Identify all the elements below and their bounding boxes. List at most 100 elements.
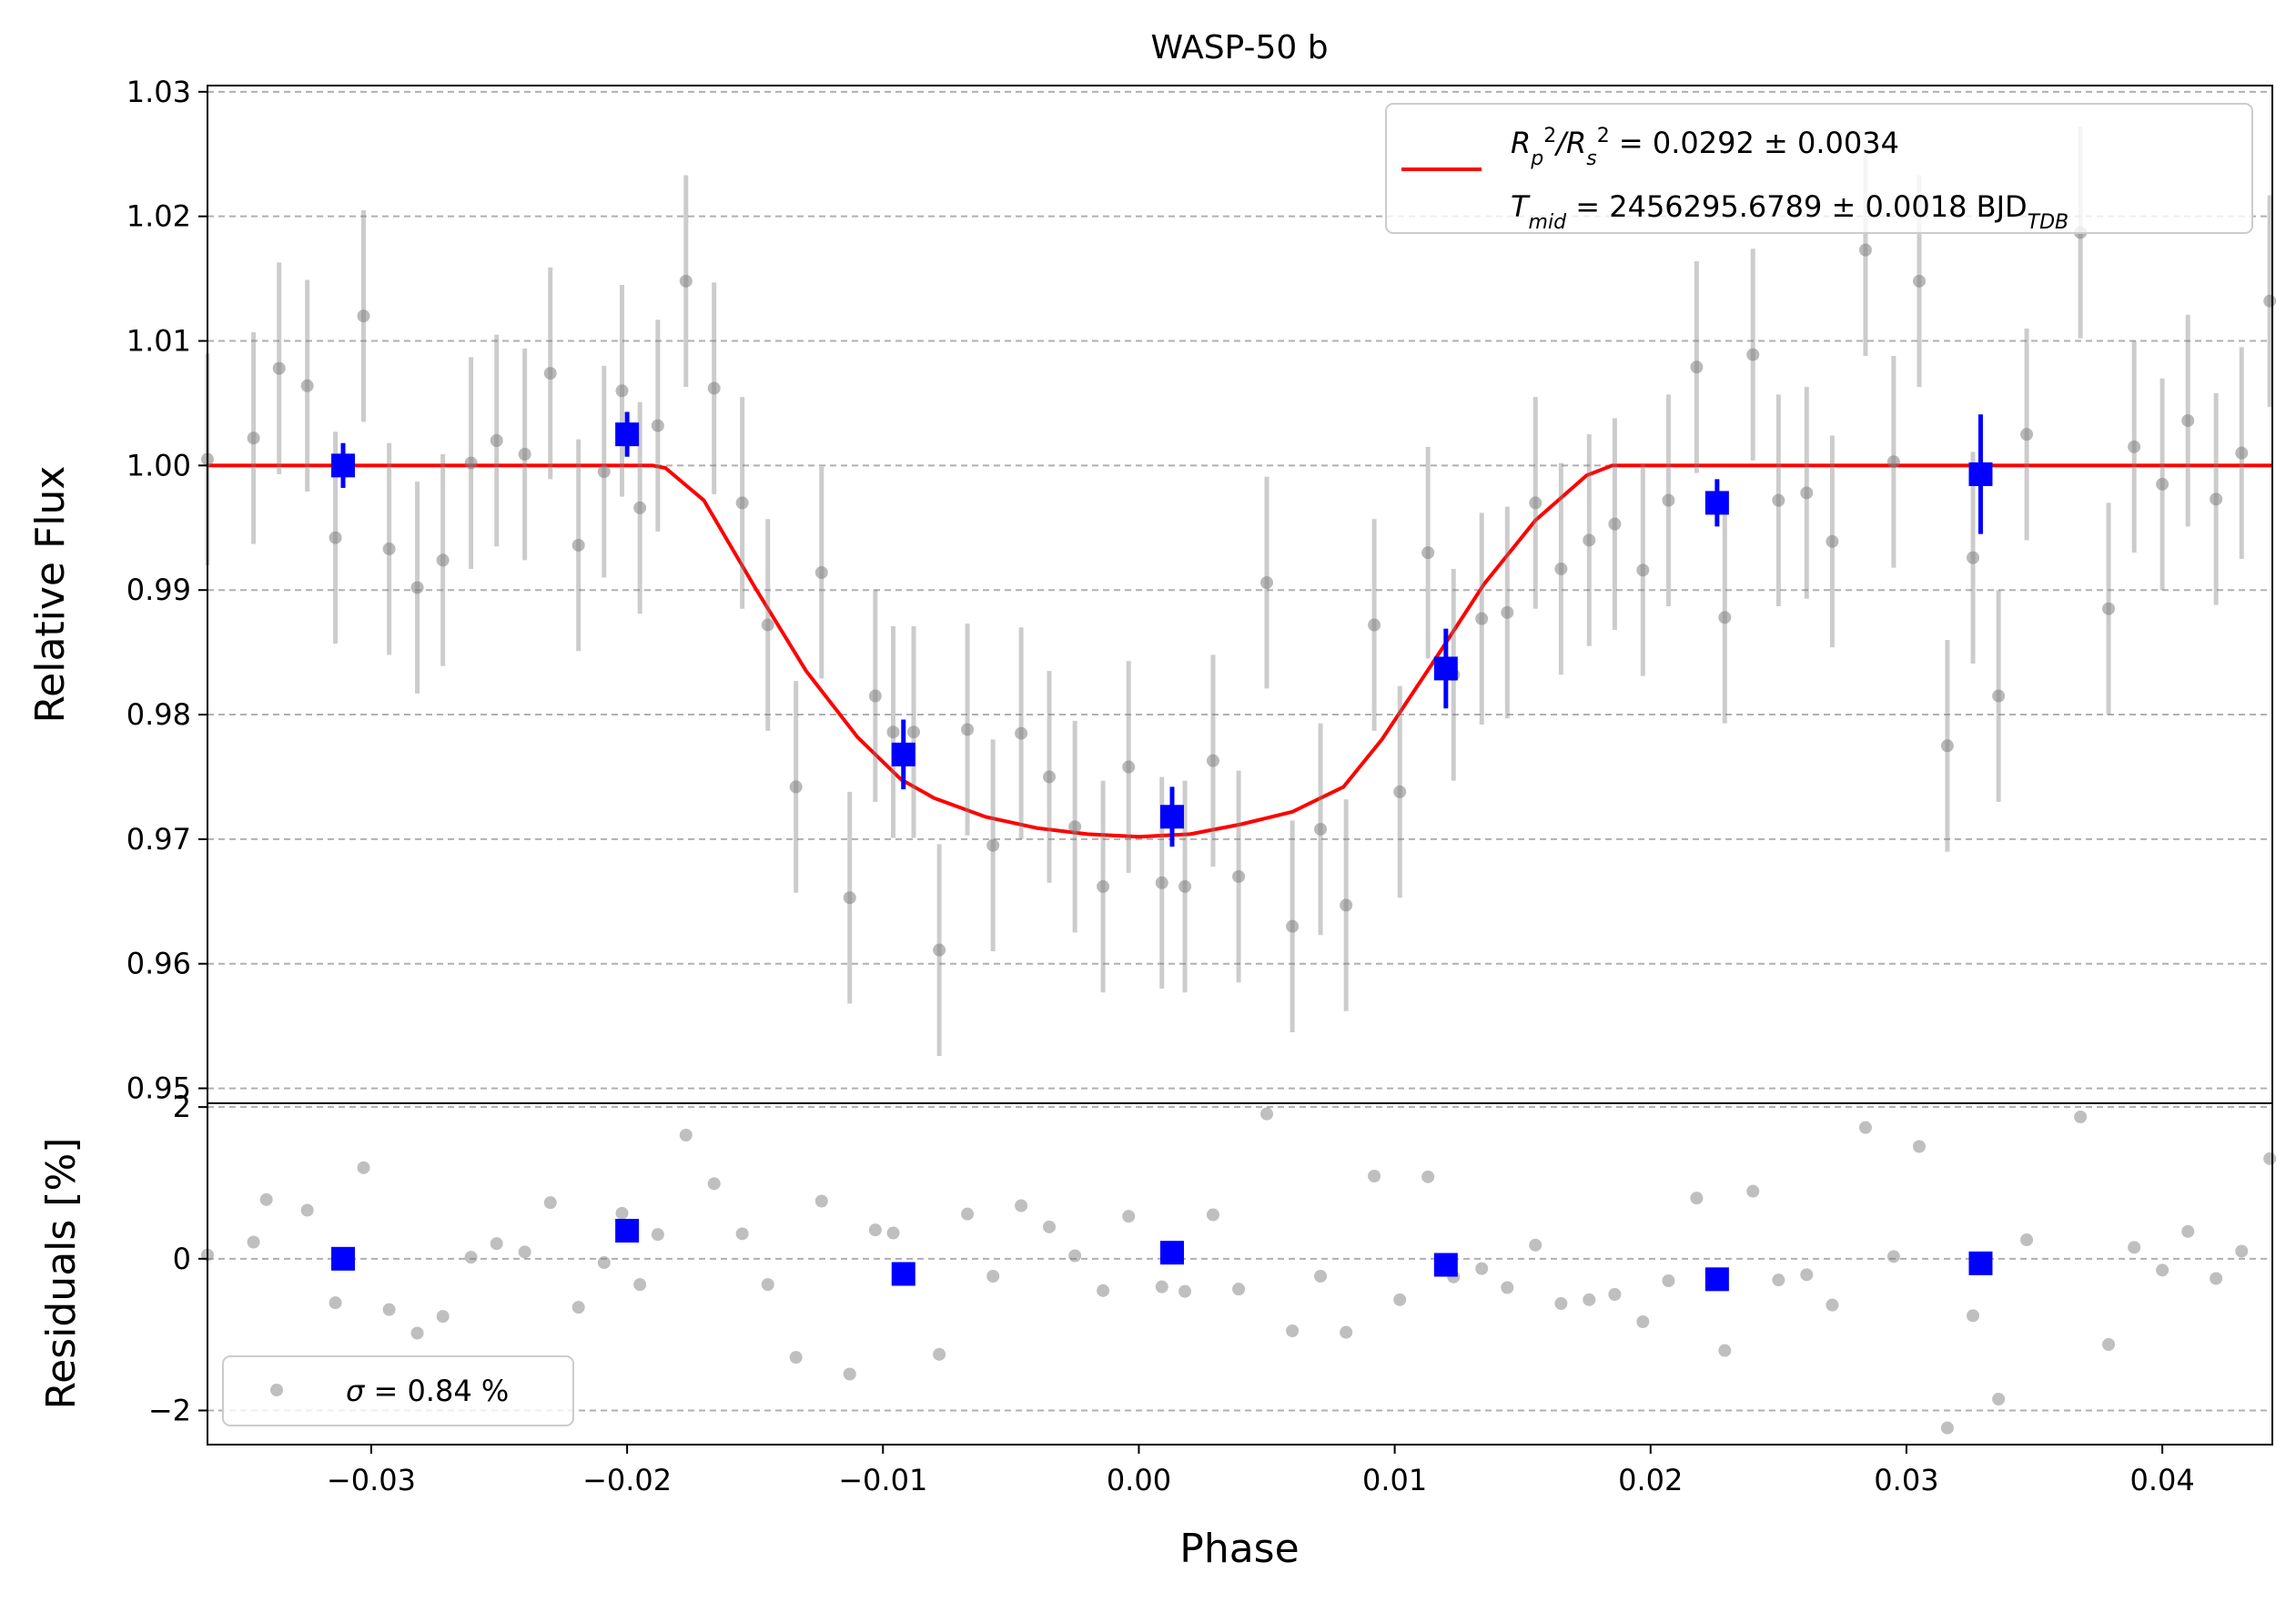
- legend-sigma-text: σ = 0.84 %: [346, 1374, 509, 1408]
- raw-flux-point: [2263, 294, 2277, 308]
- raw-flux-point: [1286, 919, 1300, 933]
- transit-model-line: [207, 463, 2272, 839]
- raw-residual-point: [789, 1351, 803, 1365]
- raw-residual-point: [2263, 1152, 2277, 1165]
- raw-residual-point: [1314, 1270, 1328, 1283]
- raw-flux-point: [410, 581, 424, 594]
- legend-residual-swatch: [270, 1384, 283, 1396]
- raw-flux-point: [679, 274, 693, 288]
- raw-flux-point: [1940, 739, 1954, 753]
- binned-flux-point: [891, 742, 915, 766]
- raw-residual-point: [597, 1256, 611, 1269]
- binned-residual-point: [331, 1246, 356, 1271]
- raw-residual-point: [1636, 1315, 1650, 1328]
- chart-title: WASP-50 b: [1150, 29, 1328, 66]
- raw-residual-point: [1554, 1297, 1568, 1310]
- raw-residual-point: [1260, 1107, 1274, 1121]
- raw-residual-point: [886, 1226, 900, 1240]
- binned-flux-point: [1433, 656, 1458, 681]
- raw-residual-point: [1068, 1249, 1082, 1263]
- xtick-label: −0.03: [327, 1463, 416, 1497]
- top-ytick-label: 1.01: [126, 324, 191, 359]
- top-ytick-label: 0.96: [126, 947, 191, 981]
- raw-residual-point: [382, 1303, 396, 1316]
- raw-flux-point: [436, 553, 450, 567]
- top-ytick-label: 0.97: [126, 822, 191, 857]
- raw-flux-point: [633, 501, 647, 514]
- raw-flux-point: [1368, 618, 1381, 632]
- raw-residual-point: [735, 1227, 749, 1241]
- raw-flux-point: [868, 689, 882, 703]
- raw-flux-point: [1015, 726, 1028, 740]
- raw-residual-point: [633, 1278, 647, 1292]
- raw-residual-point: [2102, 1338, 2116, 1351]
- raw-residual-point: [1826, 1298, 1839, 1312]
- binned-residual-point: [1159, 1241, 1184, 1265]
- raw-flux-point: [933, 943, 946, 957]
- raw-flux-point: [1858, 243, 1872, 257]
- raw-residual-point: [986, 1270, 1000, 1283]
- binned-flux-point: [1968, 462, 1993, 486]
- raw-flux-point: [597, 465, 611, 479]
- raw-flux-point: [1178, 879, 1192, 893]
- raw-residual-point: [1662, 1274, 1675, 1287]
- top-ytick-label: 0.99: [126, 573, 191, 607]
- raw-residual-point: [1475, 1262, 1489, 1275]
- raw-flux-point: [1475, 612, 1489, 625]
- raw-residual-point: [1206, 1208, 1219, 1222]
- raw-residual-point: [1858, 1121, 1872, 1134]
- raw-flux-point: [1529, 496, 1542, 510]
- binned-residual-point: [1968, 1251, 1993, 1275]
- raw-residual-point: [247, 1235, 260, 1249]
- raw-flux-point: [2210, 492, 2223, 506]
- legend-radius-ratio-text: Rp2/Rs2 = 0.0292 ± 0.0034: [1511, 125, 1899, 170]
- raw-residual-point: [259, 1192, 273, 1206]
- raw-residual-point: [1393, 1293, 1407, 1306]
- raw-residual-point: [300, 1203, 314, 1217]
- raw-flux-point: [1501, 605, 1514, 619]
- raw-residual-point: [1097, 1283, 1110, 1297]
- bottom-panel-frame: [207, 1102, 2273, 1446]
- raw-flux-point: [707, 381, 721, 395]
- raw-flux-point: [1583, 533, 1596, 547]
- raw-residual-point: [2181, 1224, 2195, 1238]
- raw-residual-point: [2020, 1233, 2034, 1246]
- raw-flux-point: [651, 419, 664, 432]
- raw-flux-point: [761, 618, 774, 632]
- xtick-label: 0.01: [1362, 1463, 1427, 1497]
- top-ytick-label: 1.00: [126, 448, 191, 482]
- raw-flux-point: [382, 543, 396, 556]
- top-panel-y-ticks: 0.95 0.96 0.97 0.98 0.99 1.00 1.01 1.02 1.03: [126, 75, 207, 1106]
- top-panel-gridlines: [207, 90, 2272, 1090]
- raw-residual-point: [2235, 1244, 2249, 1258]
- raw-residual-point: [1886, 1250, 1900, 1263]
- raw-flux-point: [1690, 360, 1704, 374]
- raw-flux-point: [1772, 493, 1785, 507]
- raw-residual-point: [571, 1301, 585, 1314]
- top-ytick-label: 1.02: [126, 199, 191, 234]
- top-ytick-label: 0.95: [126, 1071, 191, 1106]
- raw-flux-point: [1746, 348, 1760, 361]
- bottom-panel-y-ticks: −2 0 2: [148, 1090, 207, 1428]
- raw-flux-point: [1826, 534, 1839, 548]
- raw-residual-point: [868, 1223, 882, 1237]
- raw-residual-point: [2210, 1272, 2223, 1285]
- raw-residual-point: [1122, 1210, 1136, 1223]
- raw-flux-point: [357, 309, 370, 323]
- raw-flux-point: [272, 361, 286, 375]
- raw-residual-point: [961, 1207, 975, 1221]
- raw-flux-point: [2128, 440, 2141, 453]
- raw-flux-point: [1260, 576, 1274, 589]
- bottom-ytick-label: −2: [148, 1394, 191, 1428]
- x-axis-ticks: −0.03 −0.02 −0.01 0.00 0.01 0.02 0.03 0.04: [327, 1445, 2195, 1497]
- binned-residual-point: [1704, 1267, 1729, 1292]
- raw-residual-point: [1912, 1140, 1926, 1153]
- raw-flux-point: [1718, 611, 1732, 624]
- raw-flux-point: [1421, 546, 1435, 560]
- raw-residual-point: [1940, 1421, 1954, 1435]
- raw-flux-point: [907, 725, 921, 739]
- raw-residual-point: [410, 1326, 424, 1340]
- raw-residual-point: [1772, 1273, 1785, 1287]
- xtick-label: −0.01: [838, 1463, 927, 1497]
